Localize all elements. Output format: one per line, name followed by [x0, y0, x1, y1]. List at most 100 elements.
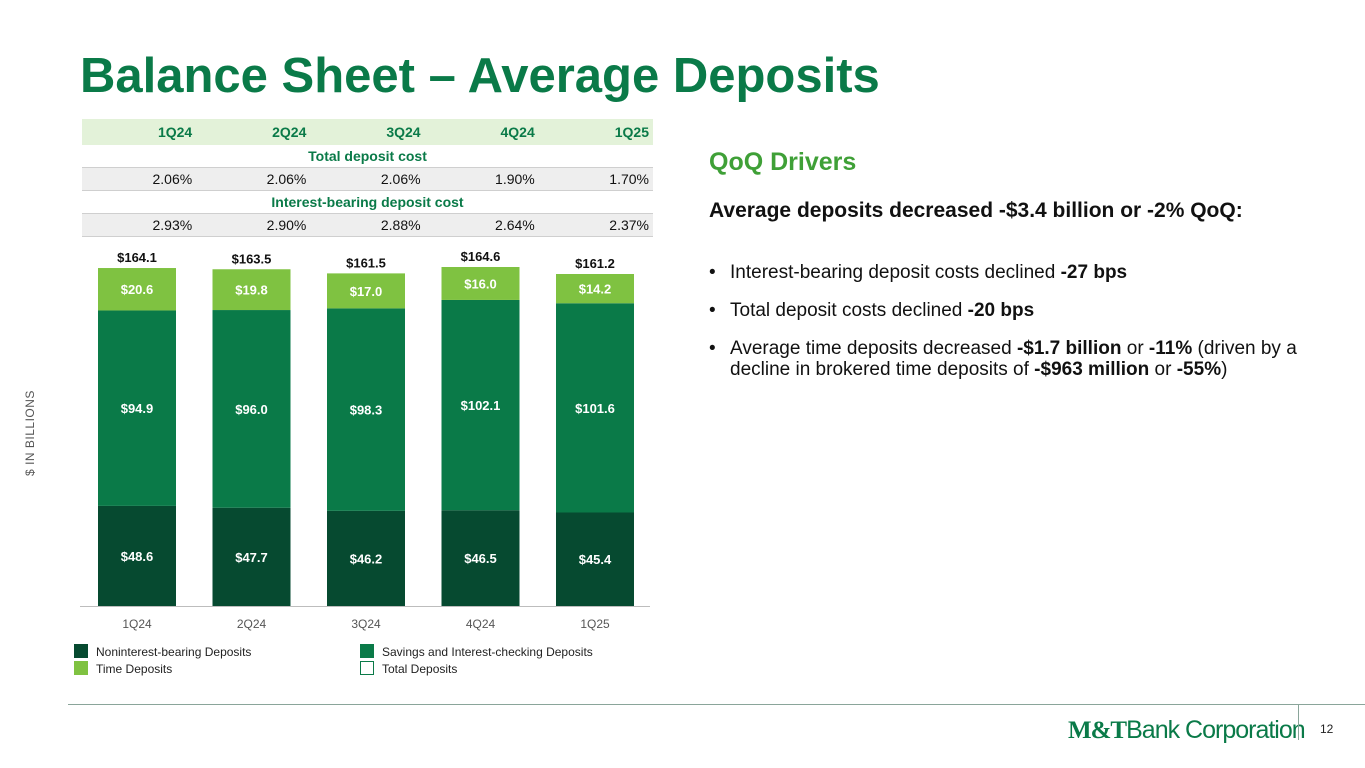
x-tick-label: 4Q24: [466, 617, 496, 631]
data-label: $102.1: [461, 398, 501, 413]
footer-separator: [1298, 704, 1299, 740]
page-title: Balance Sheet – Average Deposits: [80, 49, 880, 103]
bullet-text: (driven by a decline in brokered time de…: [730, 338, 1297, 380]
total-label: $164.1: [117, 250, 157, 265]
bullet-text: Average time deposits decreased: [730, 338, 1017, 359]
bar-segment: [556, 512, 634, 606]
legend-item-time: Time Deposits: [74, 661, 172, 676]
ib-cost-value: 2.88%: [310, 213, 425, 237]
bullet-text: or: [1121, 338, 1149, 359]
ib-cost-value: 2.64%: [424, 213, 539, 237]
legend-item-total: Total Deposits: [360, 661, 457, 676]
total-label: $164.6: [461, 249, 501, 264]
ib-cost-section-row: Interest-bearing deposit cost: [82, 191, 653, 214]
total-cost-values-row: 2.06% 2.06% 2.06% 1.90% 1.70%: [82, 167, 653, 191]
total-label: $163.5: [232, 251, 272, 266]
bullet-emphasis: -11%: [1148, 338, 1193, 359]
drivers-heading: QoQ Drivers: [709, 148, 857, 176]
total-cost-value: 1.70%: [538, 167, 653, 191]
bar-segment: [98, 505, 176, 606]
bar-segment: [327, 273, 405, 309]
y-axis-label: $ IN BILLIONS: [23, 390, 37, 476]
total-cost-label: Total deposit cost: [308, 148, 427, 164]
total-cost-value: 2.06%: [82, 167, 197, 191]
bullet-text: ): [1221, 359, 1228, 380]
bullet-emphasis: -27 bps: [1060, 262, 1128, 283]
legend-item-savings: Savings and Interest-checking Deposits: [360, 644, 593, 659]
bar-segment: [441, 510, 520, 606]
ib-cost-value: 2.37%: [538, 213, 653, 237]
drivers-lead-text: Average deposits decreased -$3.4 billion…: [709, 199, 1243, 222]
bar-segment: [98, 268, 176, 311]
drivers-bullet: Interest-bearing deposit costs declined …: [709, 262, 1309, 283]
data-label: $14.2: [579, 282, 612, 297]
bar-segment: [212, 310, 291, 508]
bullet-text: Total deposit costs declined: [730, 300, 968, 321]
cost-table-header: 1Q24: [82, 119, 197, 145]
drivers-bullet: Total deposit costs declined -20 bps: [709, 300, 1309, 321]
legend-label: Savings and Interest-checking Deposits: [382, 645, 593, 659]
bullet-emphasis: -$963 million: [1034, 359, 1150, 380]
deposits-stacked-bar-chart: $48.6 $94.9 $20.6 $164.1 1Q24 $47.7 $96.0 $19.8…: [80, 249, 650, 631]
bullet-text: Interest-bearing deposit costs declined: [730, 262, 1061, 283]
data-label: $47.7: [235, 550, 268, 565]
legend-swatch: [360, 644, 374, 658]
cost-table-header: 4Q24: [424, 119, 539, 145]
bar-segment: [98, 310, 176, 506]
total-label: $161.5: [346, 255, 386, 270]
cost-table-header: 3Q24: [310, 119, 425, 145]
page-number: 12: [1320, 722, 1334, 736]
bar-segment: [212, 269, 291, 311]
data-label: $101.6: [575, 401, 615, 416]
bullet-emphasis: -55%: [1176, 359, 1222, 380]
data-label: $46.2: [350, 551, 383, 566]
ib-cost-label: Interest-bearing deposit cost: [271, 194, 464, 210]
ib-cost-value: 2.90%: [196, 213, 311, 237]
cost-table-header: 1Q25: [538, 119, 653, 145]
bar-segment: [441, 299, 520, 511]
legend-item-noninterest: Noninterest-bearing Deposits: [74, 644, 251, 659]
drivers-bullet-list: Interest-bearing deposit costs declined …: [709, 262, 1309, 397]
cost-table-header-row: 1Q24 2Q24 3Q24 4Q24 1Q25: [82, 119, 653, 145]
x-tick-label: 1Q24: [122, 617, 152, 631]
bullet-text: or: [1149, 359, 1177, 380]
bar-segment: [212, 507, 291, 606]
data-label: $46.5: [464, 551, 497, 566]
bar-segment: [556, 303, 634, 513]
data-label: $45.4: [579, 552, 612, 567]
legend-label: Time Deposits: [96, 662, 173, 676]
bar-segment: [556, 274, 634, 304]
deposit-cost-table: 1Q24 2Q24 3Q24 4Q24 1Q25 Total deposit c…: [82, 119, 653, 237]
total-cost-value: 2.06%: [310, 167, 425, 191]
total-cost-section-row: Total deposit cost: [82, 145, 653, 168]
data-label: $20.6: [121, 282, 154, 297]
bar-segment: [441, 267, 520, 300]
legend-swatch: [74, 661, 88, 675]
company-logo: M&TBank Corporation: [1068, 716, 1306, 745]
ib-cost-values-row: 2.93% 2.90% 2.88% 2.64% 2.37%: [82, 213, 653, 237]
drivers-bullet: Average time deposits decreased -$1.7 bi…: [709, 338, 1309, 380]
data-label: $94.9: [121, 401, 154, 416]
bullet-emphasis: -20 bps: [967, 300, 1035, 321]
total-cost-value: 2.06%: [196, 167, 311, 191]
data-label: $17.0: [350, 284, 383, 299]
data-label: $96.0: [235, 402, 268, 417]
legend-label: Noninterest-bearing Deposits: [96, 645, 252, 659]
data-label: $19.8: [235, 283, 268, 298]
logo-mark: M&T: [1068, 717, 1127, 744]
x-tick-label: 2Q24: [237, 617, 267, 631]
bar-segment: [327, 510, 405, 606]
ib-cost-value: 2.93%: [82, 213, 197, 237]
legend-swatch: [360, 661, 374, 675]
x-tick-label: 3Q24: [351, 617, 381, 631]
cost-table-header: 2Q24: [196, 119, 311, 145]
total-label: $161.2: [575, 256, 615, 271]
data-label: $48.6: [121, 549, 154, 564]
data-label: $98.3: [350, 403, 383, 418]
bar-segment: [327, 308, 405, 511]
footer-divider: [68, 704, 1365, 705]
x-tick-label: 1Q25: [580, 617, 610, 631]
legend-swatch: [74, 644, 88, 658]
total-cost-value: 1.90%: [424, 167, 539, 191]
logo-wordmark: Bank Corporation: [1126, 716, 1306, 744]
